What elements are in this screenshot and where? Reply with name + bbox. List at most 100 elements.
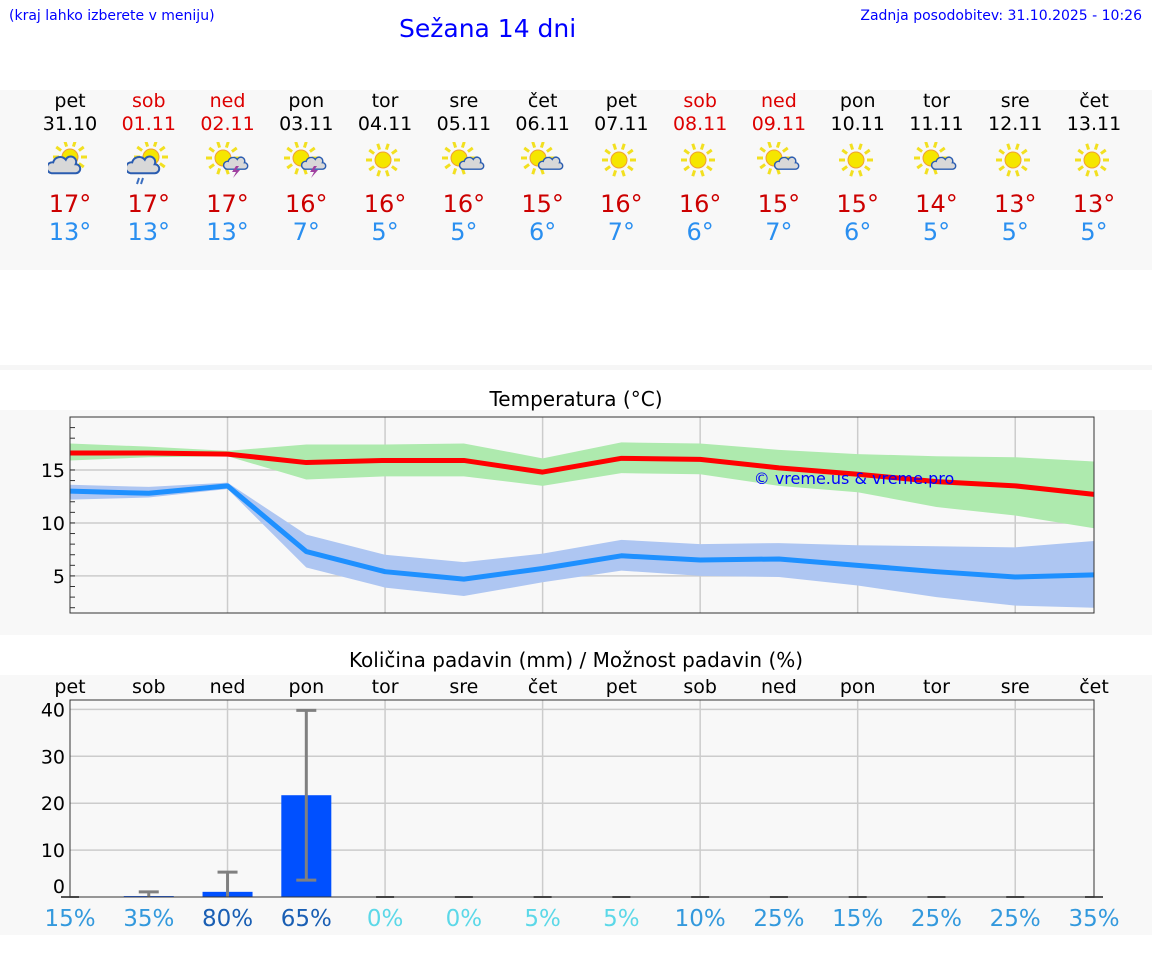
rain-icon bbox=[109, 142, 189, 186]
day-name: pet bbox=[605, 90, 637, 112]
sun-icon bbox=[660, 142, 740, 186]
x-category-label: pet bbox=[606, 676, 637, 698]
x-category-label: pet bbox=[54, 676, 85, 698]
precip-probability: 0% bbox=[367, 906, 404, 932]
min-temp-line bbox=[69, 483, 1095, 582]
x-category-label: sob bbox=[683, 676, 717, 698]
max-temp-line bbox=[70, 450, 1095, 497]
day-column: ned 02.11 17° 13° bbox=[188, 90, 268, 246]
min-temperature: 13° bbox=[206, 218, 249, 246]
sun-icon bbox=[345, 142, 425, 186]
day-column: pet 31.10 17° 13° bbox=[30, 90, 110, 246]
day-date: 10.11 bbox=[830, 113, 885, 135]
max-temperature: 16° bbox=[600, 190, 643, 218]
x-category-label: ned bbox=[210, 676, 246, 698]
precip-chart-title: Količina padavin (mm) / Možnost padavin … bbox=[348, 648, 804, 672]
x-category-label: čet bbox=[1079, 676, 1109, 698]
day-column: čet 06.11 15° 6° bbox=[503, 90, 583, 246]
last-updated: Zadnja posodobitev: 31.10.2025 - 10:26 bbox=[860, 8, 1142, 24]
day-column: pon 10.11 15° 6° bbox=[818, 90, 898, 246]
day-name: pet bbox=[54, 90, 86, 112]
day-name: ned bbox=[209, 90, 246, 112]
precip-probability: 35% bbox=[123, 906, 174, 932]
sun-small-cloud-icon bbox=[739, 142, 819, 186]
city-menu-hint: (kraj lahko izberete v meniju) bbox=[9, 8, 215, 24]
precip-probability: 15% bbox=[832, 906, 883, 932]
min-temperature: 13° bbox=[48, 218, 92, 246]
precip-probability: 5% bbox=[603, 906, 640, 932]
y-tick-label: 5 bbox=[53, 566, 65, 588]
precip-probability: 65% bbox=[281, 906, 332, 932]
min-temperature: 5° bbox=[450, 218, 478, 246]
precip-probability: 25% bbox=[990, 906, 1041, 932]
min-temp-band bbox=[70, 482, 1094, 608]
day-name: pon bbox=[839, 90, 876, 112]
max-temperature: 13° bbox=[1072, 190, 1116, 218]
max-temperature: 14° bbox=[915, 190, 958, 218]
partly-cloudy-icon bbox=[30, 142, 110, 186]
precip-probability: 25% bbox=[753, 906, 804, 932]
day-date: 11.11 bbox=[909, 113, 964, 135]
day-date: 12.11 bbox=[988, 113, 1043, 135]
sun-small-cloud-icon bbox=[503, 142, 583, 186]
day-column: pon 03.11 16° 7° bbox=[266, 90, 346, 246]
max-temperature: 13° bbox=[993, 190, 1037, 218]
day-date: 07.11 bbox=[594, 113, 649, 135]
min-temperature: 13° bbox=[127, 218, 171, 246]
max-temperature: 16° bbox=[442, 190, 486, 218]
precip-probability: 80% bbox=[202, 906, 253, 932]
x-category-label: sre bbox=[1001, 676, 1030, 698]
precip-probability: 0% bbox=[446, 906, 483, 932]
y-tick-label: 30 bbox=[41, 746, 65, 768]
temperature-chart-title: Temperatura (°C) bbox=[489, 387, 663, 411]
y-tick-label: 10 bbox=[41, 840, 65, 862]
min-temperature: 7° bbox=[607, 218, 636, 246]
precip-plot-frame bbox=[69, 699, 1095, 898]
sun-small-cloud-icon bbox=[424, 142, 504, 186]
day-name: sob bbox=[131, 90, 166, 112]
day-column: sob 01.11 17° 13° bbox=[109, 90, 189, 246]
day-name: čet bbox=[1079, 90, 1109, 112]
min-temperature: 6° bbox=[844, 218, 872, 246]
precip-probability: 35% bbox=[1068, 906, 1119, 932]
copyright-watermark: © vreme.us & vreme.pro bbox=[754, 469, 955, 488]
temp-plot-frame bbox=[69, 416, 1095, 614]
day-column: sre 12.11 13° 5° bbox=[975, 90, 1055, 246]
day-date: 01.11 bbox=[121, 113, 176, 135]
precip-plot-area bbox=[70, 700, 1094, 897]
precip-probability: 5% bbox=[524, 906, 561, 932]
x-category-label: čet bbox=[528, 676, 558, 698]
daily-forecast-panel bbox=[0, 90, 1152, 270]
day-column: tor 04.11 16° 5° bbox=[345, 90, 425, 246]
thunderstorm-icon bbox=[188, 142, 268, 186]
day-column: sre 05.11 16° 5° bbox=[424, 90, 504, 246]
day-date: 31.10 bbox=[42, 113, 98, 135]
max-temperature: 15° bbox=[836, 190, 879, 218]
day-name: sre bbox=[449, 90, 479, 112]
max-temperature: 16° bbox=[285, 190, 328, 218]
precip-probability: 25% bbox=[911, 906, 962, 932]
y-tick-label: 10 bbox=[41, 513, 65, 535]
day-column: tor 11.11 14° 5° bbox=[896, 90, 976, 246]
min-temperature: 5° bbox=[1080, 218, 1108, 246]
max-temperature: 16° bbox=[363, 190, 407, 218]
x-category-label: sre bbox=[449, 676, 478, 698]
max-temperature: 15° bbox=[757, 190, 801, 218]
page-title: Sežana 14 dni bbox=[399, 14, 577, 43]
precip-probability: 10% bbox=[675, 906, 726, 932]
day-date: 03.11 bbox=[279, 113, 334, 135]
sun-small-cloud-icon bbox=[896, 142, 976, 186]
min-temperature: 5° bbox=[371, 218, 399, 246]
day-column: ned 09.11 15° 7° bbox=[739, 90, 819, 246]
max-temperature: 16° bbox=[678, 190, 722, 218]
x-category-label: sob bbox=[132, 676, 166, 698]
y-tick-label: 15 bbox=[41, 460, 65, 482]
min-temperature: 7° bbox=[292, 218, 320, 246]
y-tick-label: 20 bbox=[41, 793, 65, 815]
day-date: 06.11 bbox=[515, 113, 570, 135]
day-name: sob bbox=[683, 90, 717, 112]
day-name: sre bbox=[1000, 90, 1030, 112]
day-name: pon bbox=[288, 90, 325, 112]
sun-icon bbox=[975, 142, 1055, 186]
